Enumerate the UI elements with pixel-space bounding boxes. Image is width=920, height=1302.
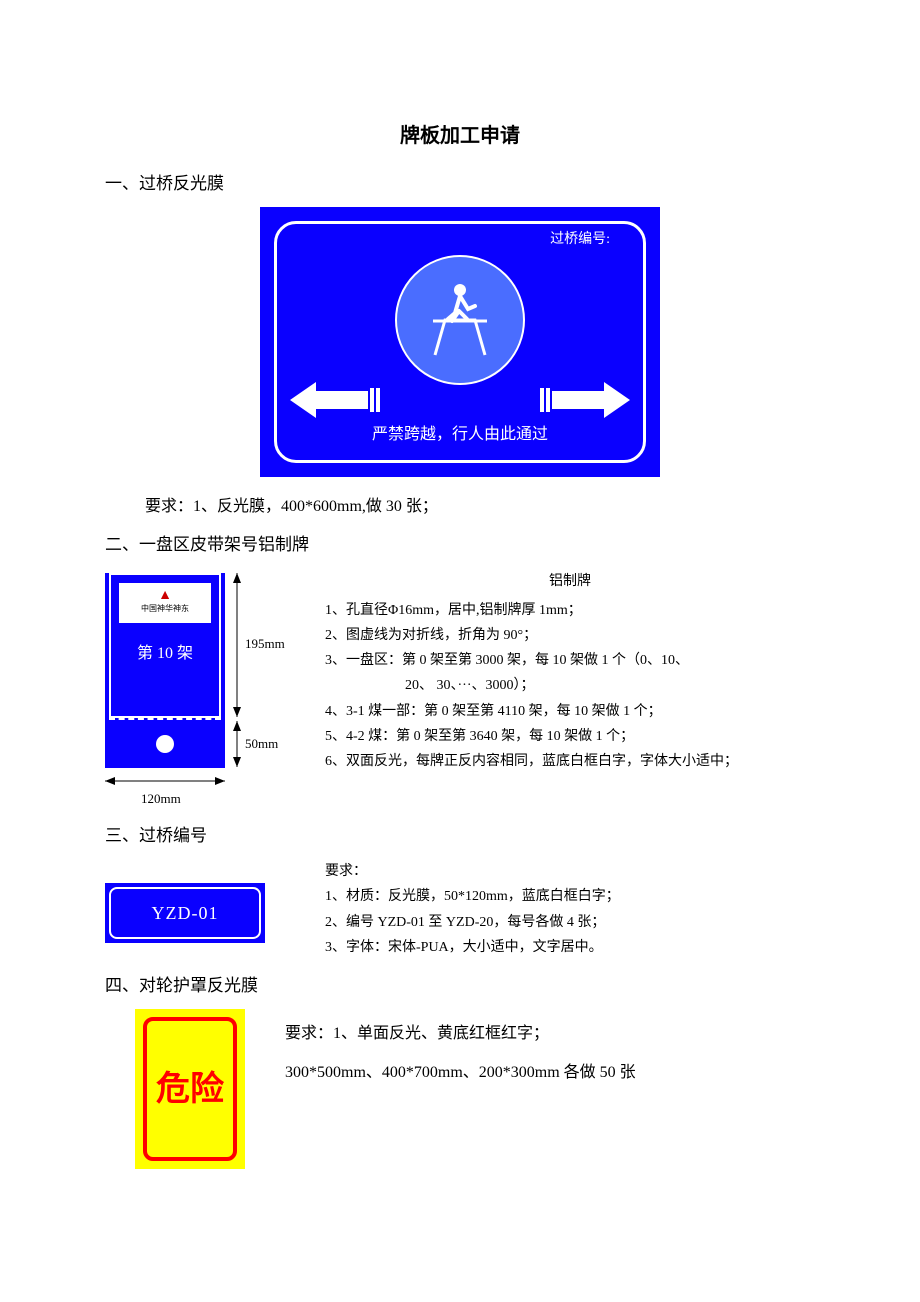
spec-line: 2、编号 YZD-01 至 YZD-20，每号各做 4 张；: [325, 910, 620, 935]
dim-195mm: 195mm: [245, 634, 285, 655]
arrow-left-icon: [290, 382, 380, 427]
document-title: 牌板加工申请: [105, 120, 815, 152]
frame-number-label: 第 10 架: [111, 641, 219, 667]
section-4-heading: 四、对轮护罩反光膜: [105, 972, 815, 999]
section-1-heading: 一、过桥反光膜: [105, 170, 815, 197]
shenhua-logo: ▲ 中国神华神东: [119, 583, 211, 623]
aluminum-sign-lower: [109, 718, 221, 768]
spec-title: 要求：: [325, 859, 620, 884]
danger-sign: 危险: [135, 1009, 245, 1169]
aluminum-sign-upper: ▲ 中国神华神东 第 10 架: [109, 573, 221, 718]
spec-line: 4、3-1 煤一部：第 0 架至第 4110 架，每 10 架做 1 个；: [325, 699, 815, 724]
logo-text: 中国神华神东: [141, 603, 189, 616]
section-2-row: ▲ 中国神华神东 第 10 架 195mm 50mm 120mm: [105, 569, 815, 775]
spec-line: 3、一盘区：第 0 架至第 3000 架，每 10 架做 1 个（0、10、: [325, 648, 815, 673]
bridge-number-sign: YZD-01: [105, 883, 265, 943]
section-4-row: 危险 要求：1、单面反光、黄底红框红字； 300*500mm、400*700mm…: [105, 1009, 815, 1169]
section-2-heading: 二、一盘区皮带架号铝制牌: [105, 531, 815, 558]
bridge-number-spec: 要求： 1、材质：反光膜，50*120mm，蓝底白框白字； 2、编号 YZD-0…: [325, 859, 620, 960]
aluminum-spec-title: 铝制牌: [325, 569, 815, 594]
aluminum-spec: 铝制牌 1、孔直径Φ16mm，居中,铝制牌厚 1mm； 2、图虚线为对折线，折角…: [325, 569, 815, 775]
spec-line: 2、图虚线为对折线，折角为 90°；: [325, 623, 815, 648]
spec-line: 要求：1、单面反光、黄底红框红字；: [285, 1015, 636, 1053]
aluminum-sign-block: ▲ 中国神华神东 第 10 架 195mm 50mm 120mm: [105, 569, 295, 772]
mounting-hole-icon: [156, 735, 174, 753]
arrow-right-icon: [540, 382, 630, 427]
bridge-sign-code-label: 过桥编号:: [550, 229, 610, 251]
dim-120mm: 120mm: [141, 789, 181, 810]
spec-line: 1、材质：反光膜，50*120mm，蓝底白框白字；: [325, 884, 620, 909]
spec-line: 20、 30、···、3000）；: [325, 673, 815, 698]
section-3-row: YZD-01 要求： 1、材质：反光膜，50*120mm，蓝底白框白字； 2、编…: [105, 859, 815, 960]
section-1-requirement: 要求：1、反光膜，400*600mm,做 30 张；: [145, 494, 815, 520]
spec-line: 5、4-2 煤：第 0 架至第 3640 架，每 10 架做 1 个；: [325, 724, 815, 749]
sign-1-container: 过桥编号: 严禁跨越，行人由此通过: [105, 207, 815, 486]
section-3-heading: 三、过桥编号: [105, 822, 815, 849]
spec-line: 6、双面反光，每牌正反内容相同，蓝底白框白字，字体大小适中；: [325, 749, 815, 774]
aluminum-sign: ▲ 中国神华神东 第 10 架: [105, 573, 225, 768]
spec-line: 3、字体：宋体-PUA，大小适中，文字居中。: [325, 935, 620, 960]
danger-spec: 要求：1、单面反光、黄底红框红字； 300*500mm、400*700mm、20…: [285, 1009, 636, 1092]
bridge-number-text: YZD-01: [109, 887, 261, 939]
spec-line: 1、孔直径Φ16mm，居中,铝制牌厚 1mm；: [325, 598, 815, 623]
logo-mark-icon: ▲: [158, 589, 172, 603]
dim-50mm: 50mm: [245, 734, 278, 755]
danger-sign-text: 危险: [143, 1017, 237, 1161]
walking-man-icon: [395, 255, 525, 385]
spec-line: 300*500mm、400*700mm、200*300mm 各做 50 张: [285, 1054, 636, 1092]
bridge-sign-text: 严禁跨越，行人由此通过: [260, 422, 660, 448]
bridge-sign: 过桥编号: 严禁跨越，行人由此通过: [260, 207, 660, 477]
